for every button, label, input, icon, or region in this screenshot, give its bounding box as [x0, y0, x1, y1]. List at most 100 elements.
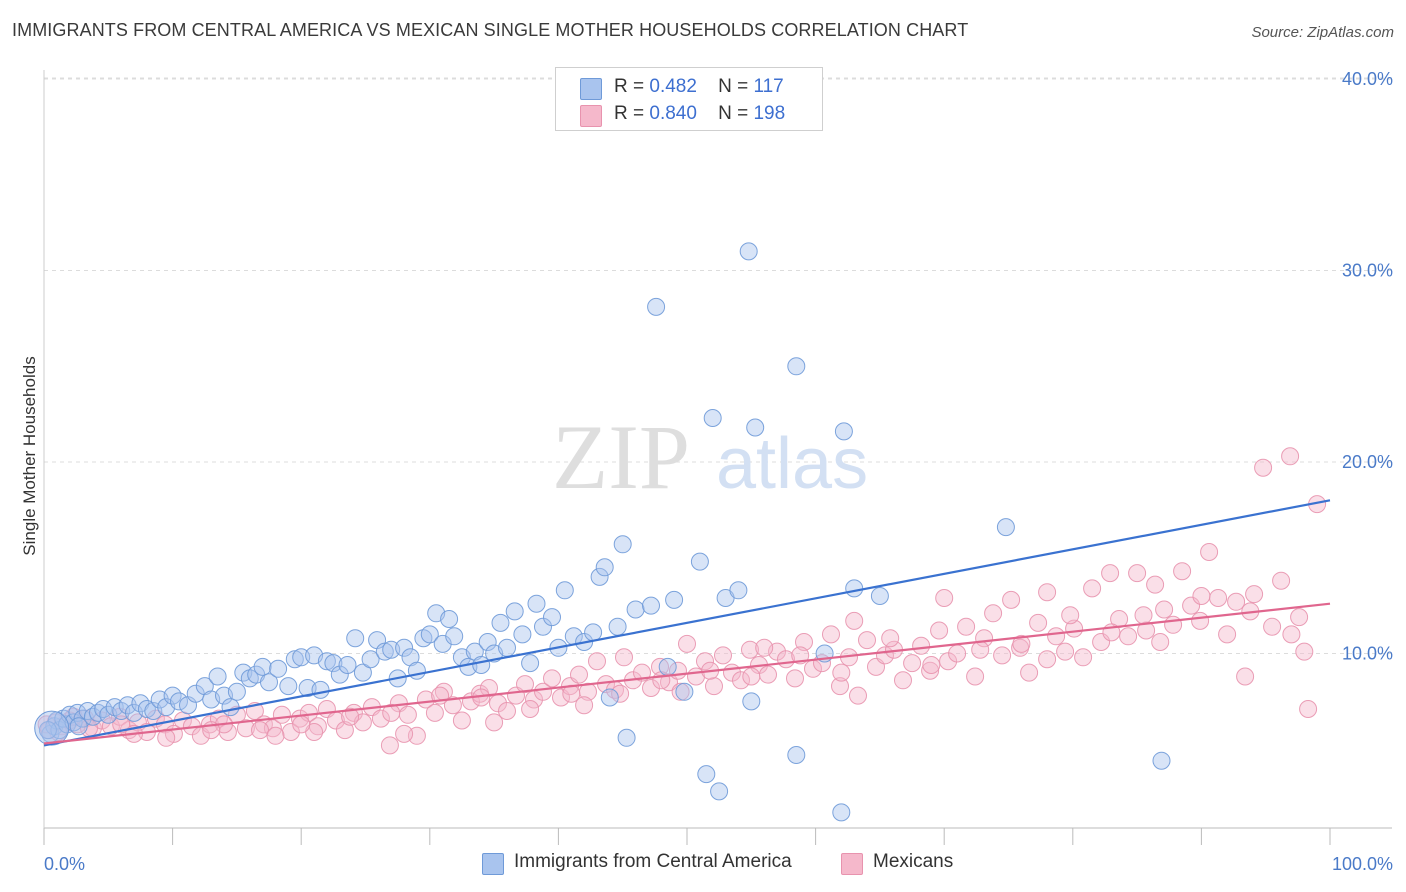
data-point — [534, 682, 552, 701]
legend-swatch-pink — [841, 853, 863, 875]
data-point — [1119, 627, 1138, 646]
data-point — [696, 652, 714, 671]
data-point — [335, 721, 354, 740]
data-point — [608, 617, 627, 636]
data-point — [1137, 621, 1156, 640]
tick-labels: 10.0% 20.0% 30.0% 40.0% — [1342, 69, 1393, 664]
data-point — [658, 657, 677, 676]
data-point — [527, 594, 546, 613]
data-point — [690, 552, 709, 571]
data-point — [795, 633, 813, 651]
data-point — [292, 715, 311, 734]
data-point — [534, 617, 552, 636]
data-point — [575, 696, 594, 715]
data-point — [498, 638, 516, 657]
data-point — [642, 596, 660, 615]
data-point — [590, 567, 609, 586]
watermark: ZIP atlas — [552, 406, 868, 508]
data-point — [787, 746, 806, 764]
data-point — [1134, 606, 1153, 625]
data-point — [407, 661, 426, 680]
y-tick-label: 10.0% — [1342, 644, 1393, 664]
data-point — [440, 610, 459, 628]
y-tick-label: 30.0% — [1342, 261, 1393, 281]
legend-swatch-blue — [482, 853, 504, 875]
data-point — [1164, 615, 1183, 634]
data-point — [382, 703, 401, 722]
data-point-cluster — [34, 710, 70, 746]
data-point — [993, 646, 1012, 665]
data-point — [1191, 611, 1210, 630]
data-point — [1020, 663, 1039, 682]
legend-text: R = 0.482 N = 117 — [614, 76, 784, 98]
data-point — [513, 625, 532, 644]
data-point — [317, 652, 336, 671]
data-point — [996, 518, 1015, 537]
data-point — [584, 623, 603, 642]
data-point — [543, 669, 561, 688]
data-point — [281, 723, 300, 741]
data-point — [480, 679, 498, 697]
data-point — [491, 613, 510, 632]
data-point — [912, 636, 931, 655]
trend-lines — [43, 499, 1331, 747]
data-point — [939, 652, 958, 671]
data-point — [361, 650, 380, 669]
n-value: 198 — [753, 103, 786, 124]
r-value: 0.840 — [649, 103, 697, 124]
data-point — [647, 297, 666, 316]
data-point — [380, 736, 399, 755]
data-point — [227, 682, 246, 701]
data-point — [1146, 575, 1165, 594]
data-point — [921, 661, 940, 680]
data-point — [787, 357, 806, 376]
data-point — [845, 611, 864, 630]
data-point — [1155, 600, 1174, 619]
data-point — [266, 726, 285, 745]
data-point — [445, 627, 464, 646]
source-label: Source: ZipAtlas.com — [1251, 24, 1394, 41]
x-tick-max: 100.0% — [1332, 854, 1393, 874]
data-point — [555, 581, 574, 600]
data-point — [966, 667, 985, 686]
data-point — [521, 654, 540, 673]
r-label: R = — [614, 103, 645, 124]
n-label: N = — [718, 103, 749, 124]
data-point — [1029, 613, 1048, 632]
axes — [43, 70, 1392, 845]
data-point — [665, 590, 684, 609]
data-point — [279, 677, 298, 696]
data-point — [452, 711, 471, 730]
data-point — [1047, 627, 1066, 646]
data-point — [742, 692, 761, 711]
watermark-atlas: atlas — [716, 424, 868, 504]
data-point — [633, 663, 651, 682]
data-point — [1209, 589, 1228, 607]
data-point — [741, 640, 759, 659]
data-point — [714, 646, 732, 665]
chart-title: IMMIGRANTS FROM CENTRAL AMERICA VS MEXIC… — [12, 20, 969, 40]
data-point — [260, 673, 278, 692]
legend-swatch-pink — [580, 105, 602, 127]
r-value: 0.482 — [649, 76, 697, 97]
data-point — [732, 671, 750, 690]
watermark-zip: ZIP — [552, 406, 690, 508]
data-point — [208, 667, 227, 686]
data-point — [253, 657, 272, 676]
y-axis-label: Single Mother Households — [20, 356, 39, 555]
data-point — [755, 638, 774, 657]
data-point — [703, 409, 722, 427]
series-mexicans-points — [37, 447, 1327, 755]
y-tick-label: 20.0% — [1342, 452, 1393, 472]
data-point — [570, 665, 588, 684]
data-point — [595, 558, 614, 577]
data-point — [137, 700, 156, 718]
data-point — [617, 728, 636, 747]
data-point — [678, 634, 696, 653]
legend: R = 0.482 N = 117 R = 0.840 N = 198 — [555, 67, 823, 131]
data-point — [1245, 585, 1264, 604]
data-point — [221, 698, 240, 717]
data-point — [697, 765, 716, 784]
data-point — [705, 677, 723, 696]
data-point — [832, 803, 851, 822]
